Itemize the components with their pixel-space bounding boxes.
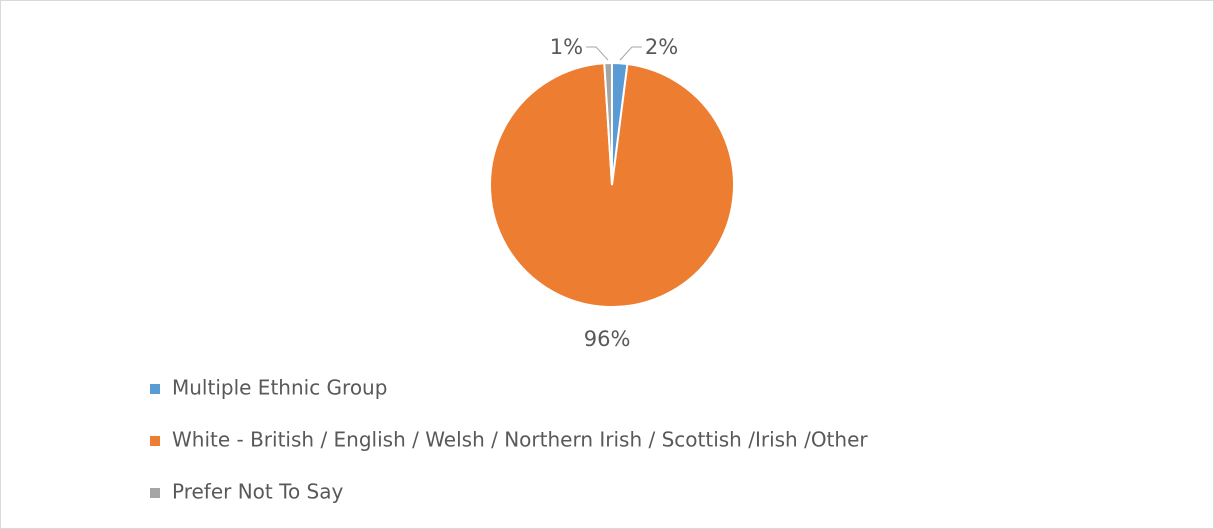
legend-swatch: [150, 384, 160, 394]
pie-slice: [489, 62, 735, 308]
leader-line: [586, 46, 609, 61]
legend-label: White - British / English / Welsh / Nort…: [172, 428, 868, 452]
legend-swatch: [150, 436, 160, 446]
data-label: 1%: [550, 35, 583, 59]
legend-label: Multiple Ethnic Group: [172, 376, 387, 400]
legend-label: Prefer Not To Say: [172, 480, 343, 504]
data-label: 2%: [645, 35, 678, 59]
pie-slice: [603, 61, 613, 186]
data-label: 96%: [584, 327, 631, 351]
legend-swatch: [150, 488, 160, 498]
leader-line: [619, 46, 642, 61]
